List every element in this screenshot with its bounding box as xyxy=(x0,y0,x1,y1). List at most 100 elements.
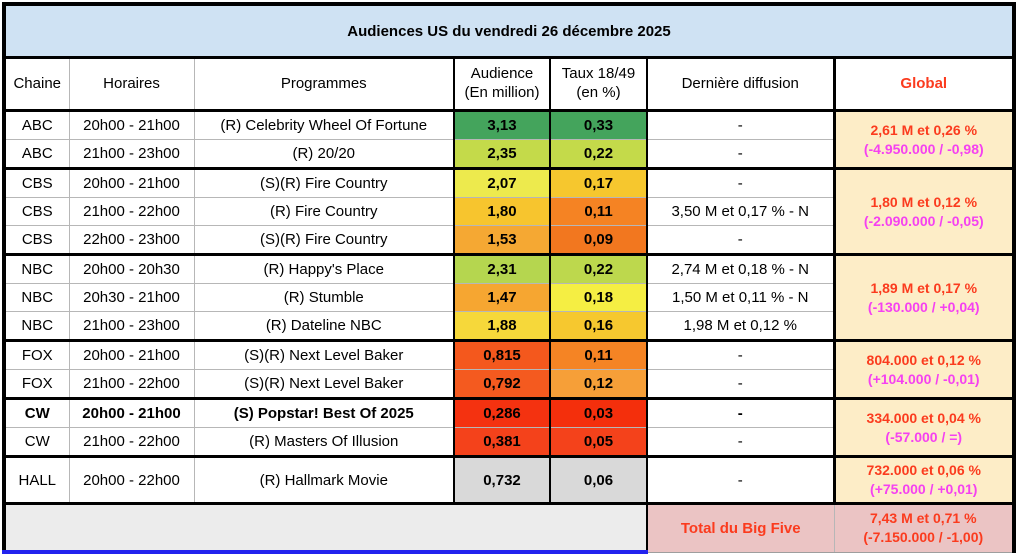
cell-horaires[interactable]: 20h00 - 20h30 xyxy=(68,253,195,284)
cell-derniere-diffusion[interactable]: 1,98 M et 0,12 % xyxy=(646,311,835,341)
cell-audience[interactable]: 1,47 xyxy=(453,283,551,312)
cell-taux[interactable]: 0,33 xyxy=(549,109,648,140)
cell-programme[interactable]: (S)(R) Fire Country xyxy=(193,225,455,255)
cell-chaine[interactable]: HALL xyxy=(3,455,70,504)
cell-taux[interactable]: 0,03 xyxy=(549,397,648,428)
cell-taux[interactable]: 0,22 xyxy=(549,253,648,284)
cell-horaires[interactable]: 20h00 - 22h00 xyxy=(68,455,195,504)
header-audience[interactable]: Audience (En million) xyxy=(453,57,551,112)
cell-audience[interactable]: 0,732 xyxy=(453,455,551,504)
cell-taux[interactable]: 0,17 xyxy=(549,167,648,198)
cell-global-cbs[interactable]: 1,80 M et 0,12 % (-2.090.000 / -0,05) xyxy=(832,167,1015,255)
cell-programme[interactable]: (S) Popstar! Best Of 2025 xyxy=(193,397,455,428)
cell-audience[interactable]: 1,80 xyxy=(453,197,551,226)
cell-horaires[interactable]: 20h00 - 21h00 xyxy=(68,109,195,140)
global-fox-line2: (+104.000 / -0,01) xyxy=(867,370,980,387)
cell-programme[interactable]: (R) Celebrity Wheel Of Fortune xyxy=(193,109,455,140)
cell-programme[interactable]: (R) Stumble xyxy=(193,283,455,312)
cell-global-abc[interactable]: 2,61 M et 0,26 % (-4.950.000 / -0,98) xyxy=(832,109,1015,169)
cell-derniere-diffusion[interactable]: 3,50 M et 0,17 % - N xyxy=(646,197,835,226)
cell-programme[interactable]: (S)(R) Next Level Baker xyxy=(193,339,455,370)
cell-audience[interactable]: 0,792 xyxy=(453,369,551,399)
cell-derniere-diffusion[interactable]: - xyxy=(646,109,835,140)
cell-chaine[interactable]: ABC xyxy=(3,139,70,169)
cell-chaine[interactable]: CW xyxy=(3,427,70,457)
cell-audience[interactable]: 0,286 xyxy=(453,397,551,428)
cell-chaine[interactable]: CW xyxy=(3,397,70,428)
cell-horaires[interactable]: 21h00 - 22h00 xyxy=(68,369,195,399)
cell-chaine[interactable]: ABC xyxy=(3,109,70,140)
cell-audience[interactable]: 2,35 xyxy=(453,139,551,169)
cell-audience[interactable]: 0,815 xyxy=(453,339,551,370)
cell-horaires[interactable]: 20h00 - 21h00 xyxy=(68,397,195,428)
cell-chaine[interactable]: NBC xyxy=(3,311,70,341)
footer-empty-cell[interactable] xyxy=(3,502,648,554)
cell-chaine[interactable]: NBC xyxy=(3,253,70,284)
cell-taux[interactable]: 0,16 xyxy=(549,311,648,341)
cell-derniere-diffusion[interactable]: - xyxy=(646,455,835,504)
cell-programme[interactable]: (R) 20/20 xyxy=(193,139,455,169)
cell-audience[interactable]: 2,07 xyxy=(453,167,551,198)
cell-taux[interactable]: 0,12 xyxy=(549,369,648,399)
header-audience-line1: Audience xyxy=(470,65,534,83)
cell-derniere-diffusion[interactable]: - xyxy=(646,167,835,198)
cell-chaine[interactable]: FOX xyxy=(3,369,70,399)
cell-chaine[interactable]: CBS xyxy=(3,225,70,255)
cell-taux[interactable]: 0,06 xyxy=(549,455,648,504)
cell-programme[interactable]: (R) Masters Of Illusion xyxy=(193,427,455,457)
cell-derniere-diffusion[interactable]: - xyxy=(646,369,835,399)
cell-derniere-diffusion[interactable]: - xyxy=(646,139,835,169)
cell-taux[interactable]: 0,05 xyxy=(549,427,648,457)
cell-programme[interactable]: (R) Hallmark Movie xyxy=(193,455,455,504)
cell-derniere-diffusion[interactable]: - xyxy=(646,397,835,428)
cell-horaires[interactable]: 20h00 - 21h00 xyxy=(68,167,195,198)
cell-audience[interactable]: 2,31 xyxy=(453,253,551,284)
total-value-cell[interactable]: 7,43 M et 0,71 % (-7.150.000 / -1,00) xyxy=(833,502,1015,553)
global-nbc-line1: 1,89 M et 0,17 % xyxy=(870,279,978,296)
cell-programme[interactable]: (S)(R) Next Level Baker xyxy=(193,369,455,399)
header-horaires[interactable]: Horaires xyxy=(68,57,195,112)
cell-horaires[interactable]: 21h00 - 23h00 xyxy=(68,311,195,341)
cell-chaine[interactable]: CBS xyxy=(3,197,70,226)
cell-taux[interactable]: 0,22 xyxy=(549,139,648,169)
cell-global-nbc[interactable]: 1,89 M et 0,17 % (-130.000 / +0,04) xyxy=(832,253,1015,341)
cell-chaine[interactable]: FOX xyxy=(3,339,70,370)
cell-global-cw[interactable]: 334.000 et 0,04 % (-57.000 / =) xyxy=(832,397,1015,457)
page-title[interactable]: Audiences US du vendredi 26 décembre 202… xyxy=(3,3,1015,59)
header-programmes[interactable]: Programmes xyxy=(193,57,455,112)
cell-derniere-diffusion[interactable]: 2,74 M et 0,18 % - N xyxy=(646,253,835,284)
cell-programme[interactable]: (R) Fire Country xyxy=(193,197,455,226)
header-chaine[interactable]: Chaine xyxy=(3,57,70,112)
cell-audience[interactable]: 1,88 xyxy=(453,311,551,341)
cell-derniere-diffusion[interactable]: - xyxy=(646,225,835,255)
cell-horaires[interactable]: 20h30 - 21h00 xyxy=(68,283,195,312)
cell-global-hall[interactable]: 732.000 et 0,06 % (+75.000 / +0,01) xyxy=(832,455,1015,504)
cell-derniere-diffusion[interactable]: - xyxy=(646,339,835,370)
cell-programme[interactable]: (R) Dateline NBC xyxy=(193,311,455,341)
cell-programme[interactable]: (R) Happy's Place xyxy=(193,253,455,284)
cell-derniere-diffusion[interactable]: - xyxy=(646,427,835,457)
cell-audience[interactable]: 1,53 xyxy=(453,225,551,255)
cell-chaine[interactable]: CBS xyxy=(3,167,70,198)
cell-programme[interactable]: (S)(R) Fire Country xyxy=(193,167,455,198)
header-global[interactable]: Global xyxy=(832,57,1015,112)
cell-horaires[interactable]: 21h00 - 22h00 xyxy=(68,197,195,226)
table-row-abc-1: ABC 20h00 - 21h00 (R) Celebrity Wheel Of… xyxy=(3,109,1015,169)
cell-horaires[interactable]: 20h00 - 21h00 xyxy=(68,339,195,370)
cell-chaine[interactable]: NBC xyxy=(3,283,70,312)
global-fox-line1: 804.000 et 0,12 % xyxy=(866,351,981,368)
cell-taux[interactable]: 0,09 xyxy=(549,225,648,255)
cell-taux[interactable]: 0,18 xyxy=(549,283,648,312)
header-derniere-diffusion[interactable]: Dernière diffusion xyxy=(646,57,835,112)
header-taux[interactable]: Taux 18/49 (en %) xyxy=(549,57,648,112)
cell-derniere-diffusion[interactable]: 1,50 M et 0,11 % - N xyxy=(646,283,835,312)
total-label[interactable]: Total du Big Five xyxy=(646,502,835,553)
cell-audience[interactable]: 0,381 xyxy=(453,427,551,457)
cell-horaires[interactable]: 21h00 - 23h00 xyxy=(68,139,195,169)
cell-horaires[interactable]: 21h00 - 22h00 xyxy=(68,427,195,457)
cell-horaires[interactable]: 22h00 - 23h00 xyxy=(68,225,195,255)
cell-global-fox[interactable]: 804.000 et 0,12 % (+104.000 / -0,01) xyxy=(832,339,1015,399)
cell-taux[interactable]: 0,11 xyxy=(549,197,648,226)
cell-audience[interactable]: 3,13 xyxy=(453,109,551,140)
cell-taux[interactable]: 0,11 xyxy=(549,339,648,370)
